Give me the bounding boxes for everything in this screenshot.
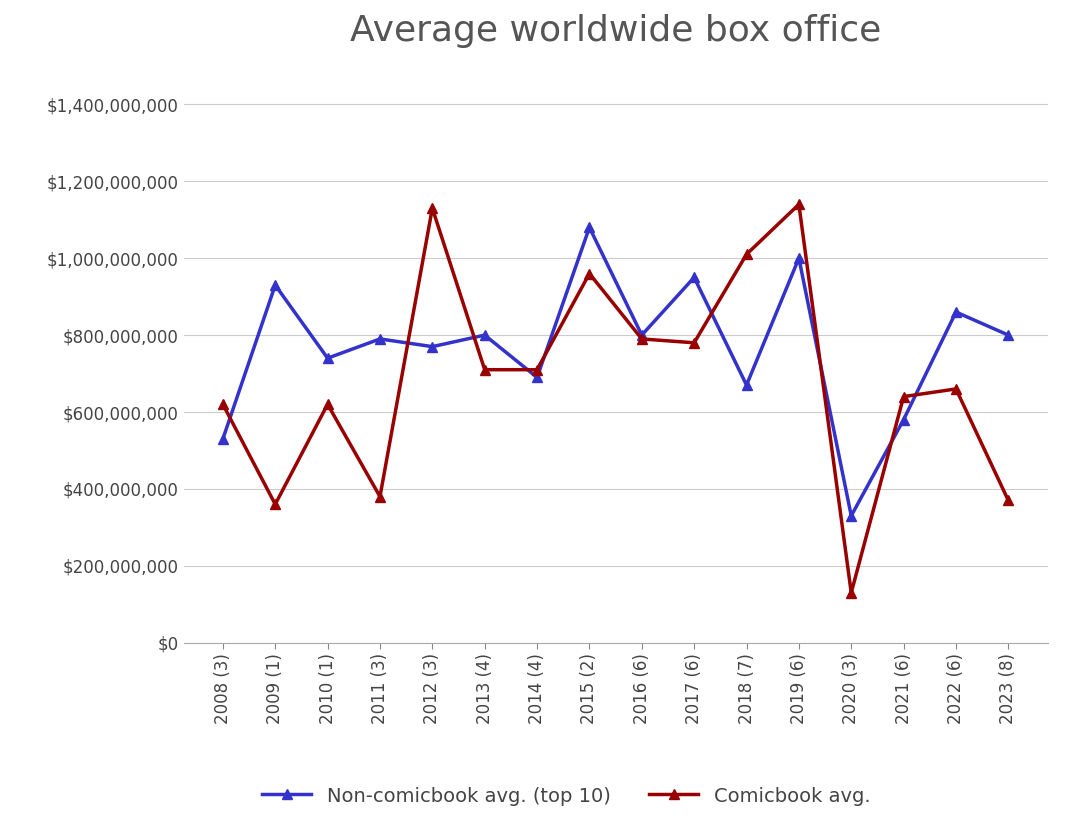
Non-comicbook avg. (top 10) <box>897 414 910 424</box>
Non-comicbook avg. (top 10) <box>321 353 334 363</box>
Comicbook avg. <box>793 199 806 209</box>
Non-comicbook avg. (top 10) <box>740 380 753 390</box>
Non-comicbook avg. (top 10) <box>478 330 491 340</box>
Comicbook avg. <box>374 492 387 502</box>
Non-comicbook avg. (top 10) <box>426 342 438 352</box>
Comicbook avg. <box>426 204 438 213</box>
Comicbook avg. <box>530 365 543 375</box>
Comicbook avg. <box>949 384 962 394</box>
Comicbook avg. <box>583 269 596 279</box>
Comicbook avg. <box>269 499 282 509</box>
Non-comicbook avg. (top 10) <box>845 511 858 521</box>
Non-comicbook avg. (top 10) <box>269 280 282 290</box>
Comicbook avg. <box>740 250 753 260</box>
Comicbook avg. <box>216 400 229 410</box>
Non-comicbook avg. (top 10) <box>374 334 387 344</box>
Comicbook avg. <box>1002 495 1015 505</box>
Comicbook avg. <box>635 334 648 344</box>
Non-comicbook avg. (top 10) <box>688 273 701 283</box>
Non-comicbook avg. (top 10) <box>793 253 806 263</box>
Line: Non-comicbook avg. (top 10): Non-comicbook avg. (top 10) <box>218 222 1013 521</box>
Comicbook avg. <box>478 365 491 375</box>
Comicbook avg. <box>845 588 858 597</box>
Non-comicbook avg. (top 10) <box>583 222 596 232</box>
Non-comicbook avg. (top 10) <box>635 330 648 340</box>
Title: Average worldwide box office: Average worldwide box office <box>350 14 881 48</box>
Legend: Non-comicbook avg. (top 10), Comicbook avg.: Non-comicbook avg. (top 10), Comicbook a… <box>262 787 870 806</box>
Comicbook avg. <box>321 400 334 410</box>
Non-comicbook avg. (top 10) <box>530 372 543 382</box>
Non-comicbook avg. (top 10) <box>1002 330 1015 340</box>
Non-comicbook avg. (top 10) <box>949 307 962 317</box>
Comicbook avg. <box>897 391 910 401</box>
Line: Comicbook avg.: Comicbook avg. <box>218 199 1013 597</box>
Non-comicbook avg. (top 10) <box>216 434 229 444</box>
Comicbook avg. <box>688 338 701 348</box>
